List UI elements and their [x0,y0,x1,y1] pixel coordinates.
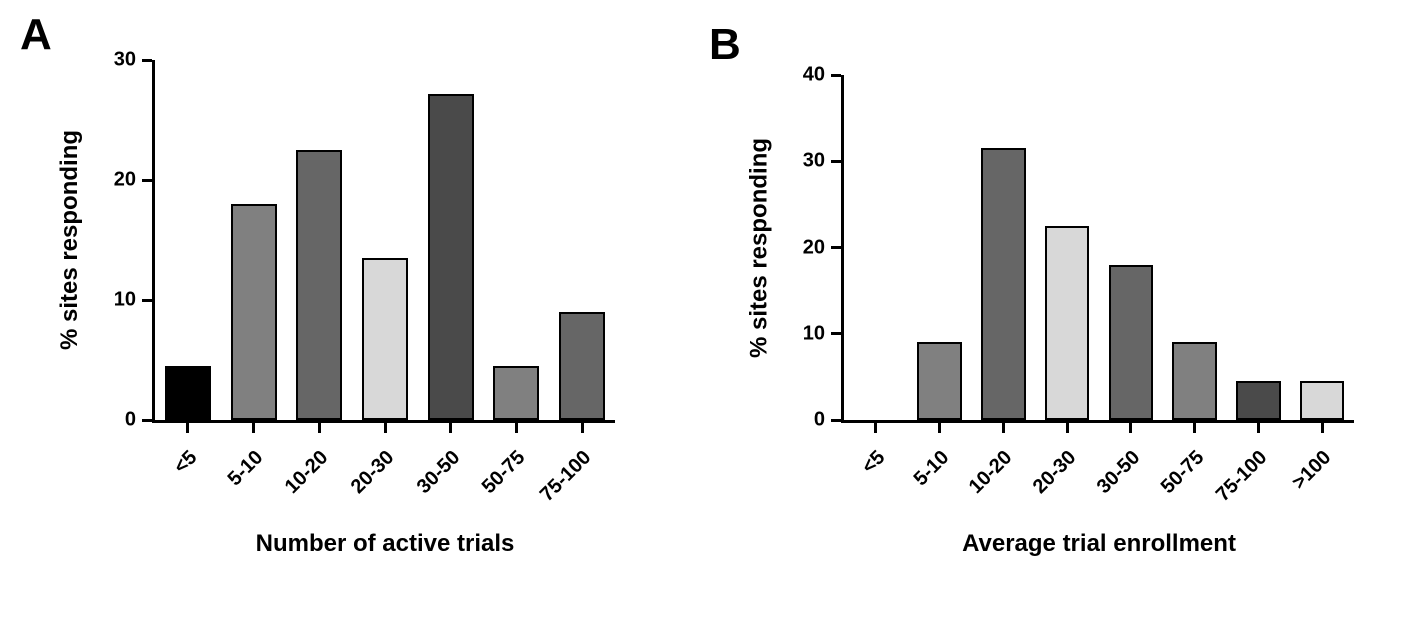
panel-b: B 010203040<55-1010-2020-3030-5050-7575-… [709,10,1398,613]
panel-b-bar [981,148,1026,420]
panel-b-y-tick [831,74,841,77]
panel-b-y-tick-label: 40 [803,64,825,87]
panel-a-x-tick [318,423,321,433]
panel-b-y-tick [831,419,841,422]
panel-b-label: B [709,20,741,70]
panel-b-y-axis-title: % sites responding [745,75,773,420]
panel-b-x-axis [841,420,1354,423]
panel-b-x-tick [1129,423,1132,433]
panel-b-y-axis [841,75,844,423]
panel-b-y-tick-label: 0 [814,409,825,432]
panel-b-bar [1045,226,1090,420]
panel-b-x-tick [874,423,877,433]
panel-b-y-tick [831,332,841,335]
panel-b-bar [1172,342,1217,420]
panel-a-x-tick [186,423,189,433]
panel-a-y-tick [142,59,152,62]
panel-a-bar [231,204,277,420]
panel-b-x-axis-title: Average trial enrollment [844,530,1354,558]
panel-a-y-axis [152,60,155,423]
panel-a-bar [428,94,474,420]
panel-b-x-tick [1002,423,1005,433]
panel-a-x-tick [581,423,584,433]
panel-a-x-tick [515,423,518,433]
panel-a-y-axis-title: % sites responding [56,60,84,420]
panel-b-y-tick-label: 30 [803,150,825,173]
panel-b-x-tick [1321,423,1324,433]
panel-a-chart: 0102030<55-1010-2020-3030-5050-7575-100%… [155,60,615,420]
panel-b-x-tick [1066,423,1069,433]
panel-b-chart: 010203040<55-1010-2020-3030-5050-7575-10… [844,75,1354,420]
panel-a-y-tick-label: 20 [114,169,136,192]
panel-b-y-tick-label: 20 [803,236,825,259]
panel-b-x-tick [1257,423,1260,433]
panel-a-y-tick [142,179,152,182]
panel-a-y-tick-label: 0 [125,409,136,432]
panel-b-y-tick [831,246,841,249]
panel-b-bar [1300,381,1345,420]
panel-a-bar [165,366,211,420]
panel-a-y-tick [142,299,152,302]
panel-a-bar [362,258,408,420]
panel-a-x-tick [384,423,387,433]
panel-a-y-tick [142,419,152,422]
panel-b-bar [917,342,962,420]
figure: A 0102030<55-1010-2020-3030-5050-7575-10… [0,0,1418,623]
panel-a-bar [493,366,539,420]
panel-a-label: A [20,10,52,60]
panel-b-bar [1109,265,1154,420]
panel-a: A 0102030<55-1010-2020-3030-5050-7575-10… [20,10,709,613]
panel-b-bar [1236,381,1281,420]
panel-a-y-tick-label: 30 [114,49,136,72]
panel-a-x-axis-title: Number of active trials [155,530,615,558]
panel-a-bar [559,312,605,420]
panel-a-bar [296,150,342,420]
panel-b-x-tick [938,423,941,433]
panel-b-y-tick [831,160,841,163]
panel-a-x-tick [449,423,452,433]
panel-a-y-tick-label: 10 [114,289,136,312]
panel-b-x-tick [1193,423,1196,433]
panel-a-x-tick [252,423,255,433]
panel-b-y-tick-label: 10 [803,322,825,345]
